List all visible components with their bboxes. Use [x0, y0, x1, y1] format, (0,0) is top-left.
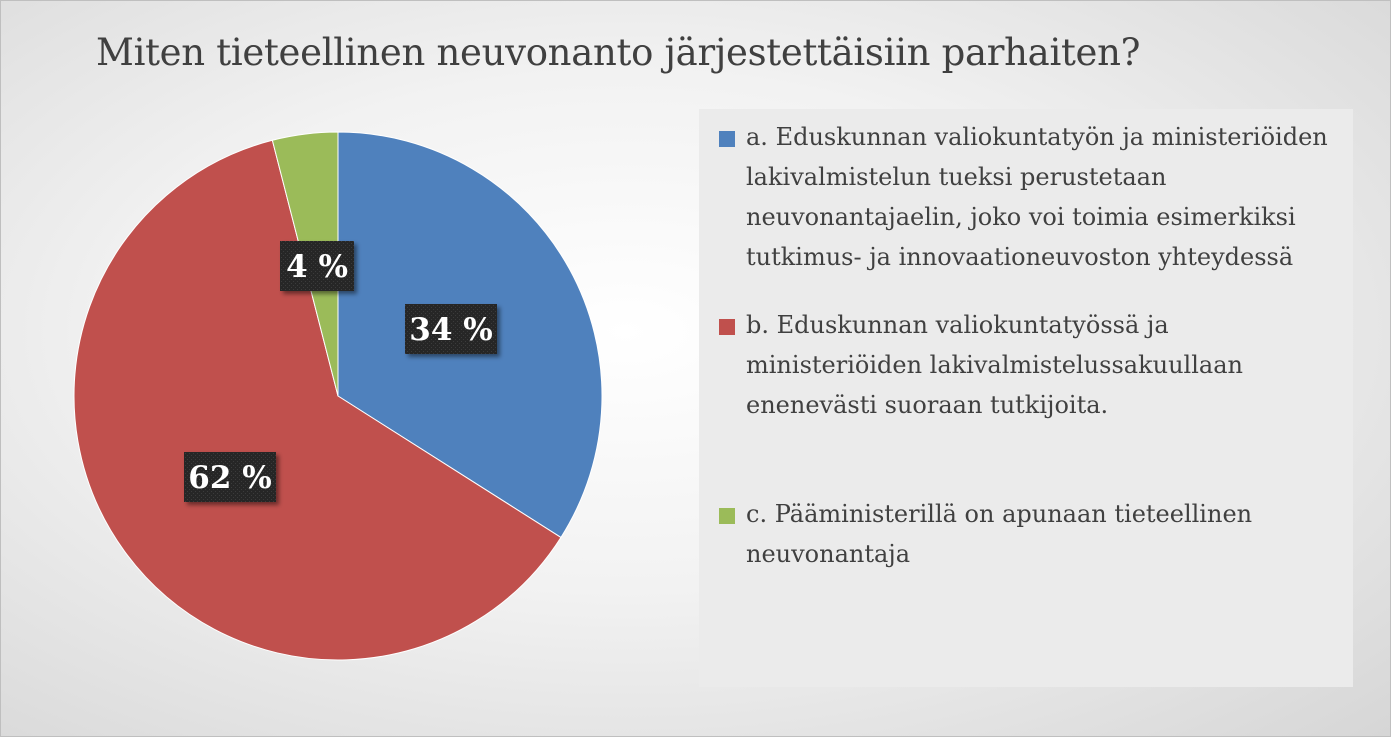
data-label-a-text: 34 % — [409, 312, 492, 348]
legend-label-c: c. Pääministerillä on apunaan tieteellin… — [746, 500, 1253, 568]
legend-key-c — [719, 508, 735, 524]
data-label-a: 34 % — [405, 304, 497, 354]
data-label-b-box — [184, 452, 276, 502]
pie-slice-b — [73, 139, 562, 661]
data-label-c-box — [280, 241, 354, 291]
data-label-b: 62 % — [184, 452, 276, 502]
legend-key-a — [719, 131, 735, 147]
legend-label-b: b. Eduskunnan valiokuntatyössä ja minist… — [746, 311, 1243, 419]
legend-key-b — [719, 319, 735, 335]
legend-label-a: a. Eduskunnan valiokuntatyön ja minister… — [746, 123, 1328, 271]
data-label-b-text: 62 % — [188, 460, 271, 496]
data-label-c-text: 4 % — [286, 249, 348, 285]
data-label-c: 4 % — [280, 241, 354, 291]
legend: a. Eduskunnan valiokuntatyön ja minister… — [699, 109, 1353, 687]
data-label-a-box — [405, 304, 497, 354]
chart-title: Miten tieteellinen neuvonanto järjestett… — [96, 31, 1141, 74]
